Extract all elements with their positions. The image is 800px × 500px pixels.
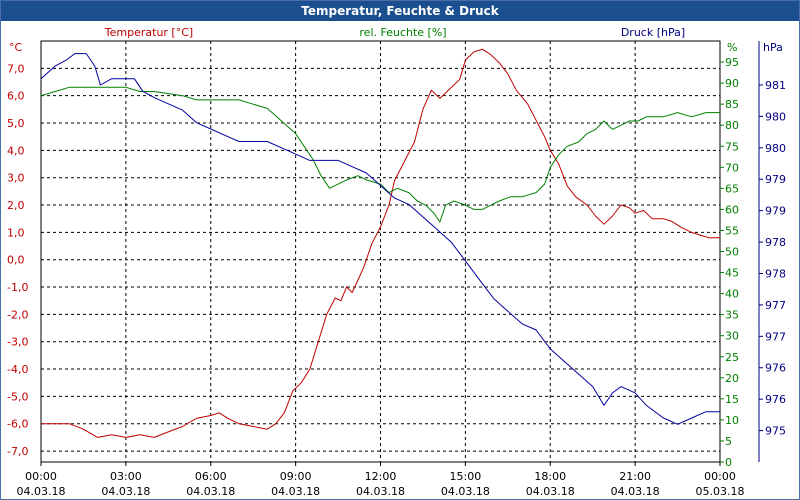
temperature-tick-label: 1,0 [7, 226, 25, 239]
pressure-tick-label: 977 [765, 330, 786, 343]
temperature-tick-label: 3,0 [7, 172, 25, 185]
pressure-tick-label: 980 [765, 110, 786, 123]
humidity-tick-label: 50 [725, 246, 739, 259]
humidity-tick-label: 80 [725, 119, 739, 132]
humidity-line [40, 86, 720, 223]
x-tick-date: 04.03.18 [17, 485, 66, 498]
humidity-tick-label: 15 [725, 393, 739, 406]
x-tick-time: 03:00 [110, 470, 142, 483]
temperature-tick-label: 0,0 [7, 254, 25, 267]
temperature-tick-label: -4,0 [7, 363, 28, 376]
temperature-tick-label: 5,0 [7, 117, 25, 130]
humidity-tick-label: 30 [725, 330, 739, 343]
humidity-tick-label: 35 [725, 309, 739, 322]
x-tick-date: 04.03.18 [186, 485, 235, 498]
pressure-tick-label: 978 [765, 267, 786, 280]
temperature-tick-label: -1,0 [7, 281, 28, 294]
pressure-tick-label: 980 [765, 142, 786, 155]
pressure-tick-label: 976 [765, 362, 786, 375]
pressure-tick-label: 978 [765, 236, 786, 249]
x-tick-date: 04.03.18 [611, 485, 660, 498]
pressure-line [40, 53, 720, 425]
temperature-axis-ticks: 7,0 6,0 5,0 4,0 3,0 2,0 1,0 0,0 -1,0 -2,0 -3,0 -4,0… [7, 62, 28, 458]
pressure-tick-label: 975 [765, 425, 786, 438]
humidity-tick-label: 40 [725, 288, 739, 301]
grid-lines [41, 41, 720, 462]
time-axis-ticks: 00:00 04.03.18 03:00 04.03.18 06:00 04.03.18 0… [17, 462, 745, 498]
pressure-axis-ticks: 981 980 980 979 979 978 978 977 977 976 976 975 [758, 41, 786, 462]
humidity-tick-label: 10 [725, 414, 739, 427]
humidity-tick-label: 65 [725, 182, 739, 195]
humidity-tick-label: 70 [725, 161, 739, 174]
humidity-tick-label: 75 [725, 140, 739, 153]
pressure-tick-label: 979 [765, 205, 786, 218]
x-tick-date: 04.03.18 [101, 485, 150, 498]
x-tick-date: 05.03.18 [696, 485, 745, 498]
x-tick-time: 15:00 [450, 470, 482, 483]
x-tick-date: 04.03.18 [271, 485, 320, 498]
pressure-axis-unit: hPa [763, 41, 783, 54]
temperature-tick-label: -6,0 [7, 418, 28, 431]
humidity-tick-label: 95 [725, 56, 739, 69]
temperature-line [41, 48, 720, 438]
humidity-tick-label: 5 [725, 435, 732, 448]
humidity-tick-label: 85 [725, 98, 739, 111]
temperature-tick-label: -7,0 [7, 445, 28, 458]
x-tick-time: 18:00 [534, 470, 566, 483]
pressure-tick-label: 976 [765, 393, 786, 406]
humidity-tick-label: 45 [725, 267, 739, 280]
temperature-tick-label: -2,0 [7, 308, 28, 321]
temperature-tick-label: 7,0 [7, 62, 25, 75]
humidity-tick-label: 55 [725, 224, 739, 237]
pressure-tick-label: 977 [765, 299, 786, 312]
temperature-tick-label: -3,0 [7, 336, 28, 349]
series-lines [40, 48, 720, 438]
humidity-tick-label: 90 [725, 77, 739, 90]
temperature-tick-label: 4,0 [7, 144, 25, 157]
temperature-tick-label: 2,0 [7, 199, 25, 212]
humidity-axis-unit: % [727, 41, 737, 54]
humidity-tick-label: 25 [725, 351, 739, 364]
x-tick-date: 04.03.18 [356, 485, 405, 498]
window-title: Temperatur, Feuchte & Druck [1, 1, 799, 21]
humidity-tick-label: 60 [725, 203, 739, 216]
x-tick-date: 04.03.18 [526, 485, 575, 498]
humidity-tick-label: 20 [725, 372, 739, 385]
temperature-tick-label: -5,0 [7, 390, 28, 403]
temperature-axis-unit: °C [9, 41, 23, 54]
legend-temperature: Temperatur [°C] [104, 26, 193, 39]
legend-humidity: rel. Feuchte [%] [359, 26, 446, 39]
x-tick-time: 21:00 [619, 470, 651, 483]
x-tick-time: 00:00 [704, 470, 736, 483]
humidity-tick-label: 0 [725, 456, 732, 469]
pressure-tick-label: 981 [765, 79, 786, 92]
x-tick-time: 00:00 [25, 470, 57, 483]
pressure-tick-label: 979 [765, 173, 786, 186]
x-tick-time: 09:00 [280, 470, 312, 483]
x-tick-time: 12:00 [365, 470, 397, 483]
x-tick-time: 06:00 [195, 470, 227, 483]
x-tick-date: 04.03.18 [441, 485, 490, 498]
legend-pressure: Druck [hPa] [621, 26, 685, 39]
temperature-tick-label: 6,0 [7, 90, 25, 103]
